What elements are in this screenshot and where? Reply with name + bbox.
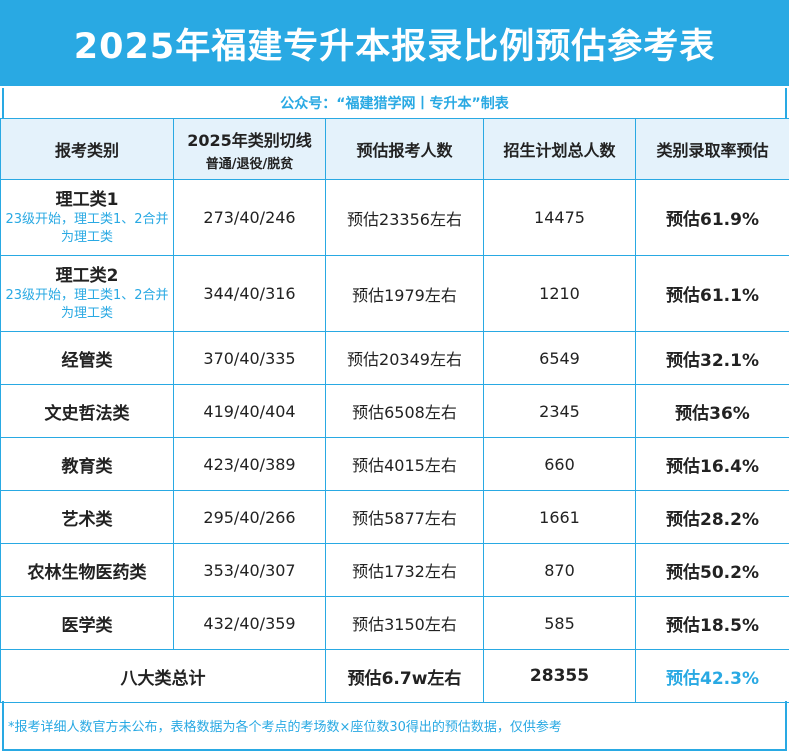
- cutoff-cell: 344/40/316: [173, 255, 326, 332]
- total-label: 八大类总计: [0, 649, 326, 703]
- plan-cell: 1210: [483, 255, 636, 332]
- applicants-cell: 预估6508左右: [325, 384, 484, 438]
- cutoff-cell: 295/40/266: [173, 490, 326, 544]
- table-row: 理工类1 23级开始，理工类1、2合并为理工类 273/40/246 预估233…: [0, 179, 789, 256]
- rate-cell: 预估32.1%: [635, 331, 789, 385]
- table-row: 医学类 432/40/359 预估3150左右 585 预估18.5%: [0, 596, 789, 650]
- rate-cell: 预估18.5%: [635, 596, 789, 650]
- header-plan: 招生计划总人数: [483, 118, 636, 180]
- category-cell: 理工类2 23级开始，理工类1、2合并为理工类: [0, 255, 174, 332]
- cutoff-cell: 370/40/335: [173, 331, 326, 385]
- table-row: 文史哲法类 419/40/404 预估6508左右 2345 预估36%: [0, 384, 789, 438]
- rate-cell: 预估61.9%: [635, 179, 789, 256]
- plan-cell: 660: [483, 437, 636, 491]
- subtitle: 公众号：“福建猎学网丨专升本”制表: [2, 88, 787, 118]
- plan-cell: 14475: [483, 179, 636, 256]
- cutoff-cell: 353/40/307: [173, 543, 326, 597]
- header-row: 报考类别 2025年类别切线 普通/退役/脱贫 预估报考人数 招生计划总人数 类…: [0, 118, 789, 180]
- header-rate: 类别录取率预估: [635, 118, 789, 180]
- total-row: 八大类总计 预估6.7w左右 28355 预估42.3%: [0, 649, 789, 703]
- table-row: 经管类 370/40/335 预估20349左右 6549 预估32.1%: [0, 331, 789, 385]
- category-cell: 艺术类: [0, 490, 174, 544]
- header-category: 报考类别: [0, 118, 174, 180]
- total-applicants: 预估6.7w左右: [325, 649, 484, 703]
- total-rate: 预估42.3%: [635, 649, 789, 703]
- header-cutoff: 2025年类别切线 普通/退役/脱贫: [173, 118, 326, 180]
- rate-cell: 预估50.2%: [635, 543, 789, 597]
- applicants-cell: 预估3150左右: [325, 596, 484, 650]
- plan-cell: 6549: [483, 331, 636, 385]
- table-row: 艺术类 295/40/266 预估5877左右 1661 预估28.2%: [0, 490, 789, 544]
- cutoff-cell: 419/40/404: [173, 384, 326, 438]
- admission-table: 报考类别 2025年类别切线 普通/退役/脱贫 预估报考人数 招生计划总人数 类…: [0, 118, 789, 703]
- plan-cell: 585: [483, 596, 636, 650]
- applicants-cell: 预估20349左右: [325, 331, 484, 385]
- applicants-cell: 预估1979左右: [325, 255, 484, 332]
- rate-cell: 预估61.1%: [635, 255, 789, 332]
- category-cell: 文史哲法类: [0, 384, 174, 438]
- applicants-cell: 预估5877左右: [325, 490, 484, 544]
- plan-cell: 870: [483, 543, 636, 597]
- category-cell: 农林生物医药类: [0, 543, 174, 597]
- table-row: 理工类2 23级开始，理工类1、2合并为理工类 344/40/316 预估197…: [0, 255, 789, 332]
- footnote: *报考详细人数官方未公布，表格数据为各个考点的考场数×座位数30得出的预估数据，…: [2, 701, 787, 751]
- category-cell: 理工类1 23级开始，理工类1、2合并为理工类: [0, 179, 174, 256]
- header-applicants: 预估报考人数: [325, 118, 484, 180]
- applicants-cell: 预估1732左右: [325, 543, 484, 597]
- total-plan: 28355: [483, 649, 636, 703]
- cutoff-cell: 423/40/389: [173, 437, 326, 491]
- category-cell: 医学类: [0, 596, 174, 650]
- page-title: 2025年福建专升本报录比例预估参考表: [0, 0, 789, 86]
- table-row: 教育类 423/40/389 预估4015左右 660 预估16.4%: [0, 437, 789, 491]
- applicants-cell: 预估23356左右: [325, 179, 484, 256]
- rate-cell: 预估36%: [635, 384, 789, 438]
- table-row: 农林生物医药类 353/40/307 预估1732左右 870 预估50.2%: [0, 543, 789, 597]
- plan-cell: 2345: [483, 384, 636, 438]
- category-cell: 教育类: [0, 437, 174, 491]
- rate-cell: 预估16.4%: [635, 437, 789, 491]
- cutoff-cell: 273/40/246: [173, 179, 326, 256]
- cutoff-cell: 432/40/359: [173, 596, 326, 650]
- rate-cell: 预估28.2%: [635, 490, 789, 544]
- plan-cell: 1661: [483, 490, 636, 544]
- applicants-cell: 预估4015左右: [325, 437, 484, 491]
- category-cell: 经管类: [0, 331, 174, 385]
